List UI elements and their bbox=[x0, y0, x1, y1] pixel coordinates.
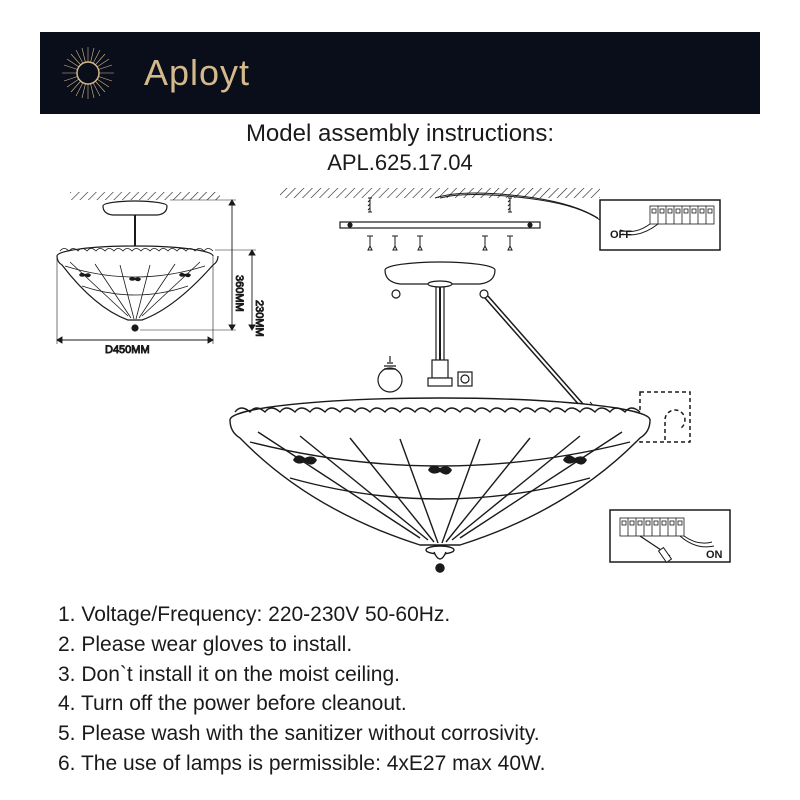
dim-h360: 360MM bbox=[233, 275, 245, 312]
dim-width: D450MM bbox=[105, 344, 150, 356]
bulb-socket bbox=[378, 356, 472, 392]
off-label: OFF bbox=[610, 229, 632, 241]
instruction-item: 1. Voltage/Frequency: 220-230V 50-60Hz. bbox=[58, 600, 758, 630]
instruction-item: 2. Please wear gloves to install. bbox=[58, 630, 758, 660]
instruction-item: 3. Don`t install it on the moist ceiling… bbox=[58, 660, 758, 690]
main-shade bbox=[230, 398, 650, 572]
on-label: ON bbox=[706, 549, 723, 561]
instruction-item: 5. Please wash with the sanitizer withou… bbox=[58, 719, 758, 749]
wall-anchors bbox=[368, 198, 512, 212]
terminal-block-on: ON bbox=[610, 510, 730, 562]
sunburst-logo bbox=[60, 45, 116, 101]
screws bbox=[367, 236, 513, 250]
instruction-item: 6. The use of lamps is permissible: 4xE2… bbox=[58, 749, 758, 779]
mounting-bar bbox=[340, 222, 540, 228]
dimensioned-lamp bbox=[57, 192, 220, 331]
page-title: Model assembly instructions: bbox=[0, 120, 800, 148]
model-number: APL.625.17.04 bbox=[0, 150, 800, 176]
instruction-item: 4. Turn off the power before cleanout. bbox=[58, 689, 758, 719]
assembly-diagram: OFF bbox=[40, 180, 760, 580]
canopy-exploded bbox=[385, 262, 495, 360]
terminal-block-off: OFF bbox=[600, 200, 720, 250]
instructions-list: 1. Voltage/Frequency: 220-230V 50-60Hz. … bbox=[58, 600, 758, 779]
wire bbox=[440, 194, 600, 220]
brand-name: Aployt bbox=[144, 52, 250, 94]
brand-header: Aployt bbox=[40, 32, 760, 114]
dim-h230: 230MM bbox=[253, 300, 265, 337]
